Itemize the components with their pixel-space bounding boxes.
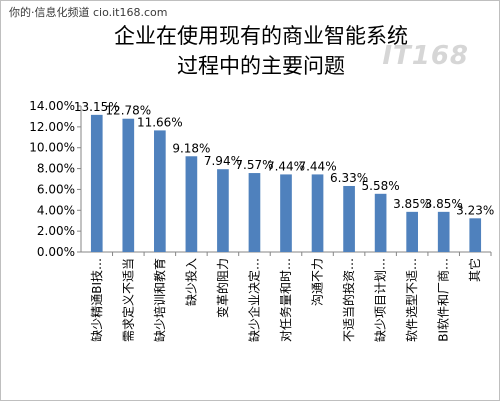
bar-5: [217, 169, 229, 252]
data-label-9: 6.33%: [330, 171, 368, 185]
chart-title-line-1: 企业在使用现有的商业智能系统: [114, 24, 408, 48]
bar-7: [280, 174, 292, 252]
chart-title: 企业在使用现有的商业智能系统 过程中的主要问题: [61, 21, 461, 81]
category-label-9: 不适当的投资…: [341, 258, 356, 342]
category-label-6: 缺少企业决定…: [246, 258, 261, 342]
bar-9: [343, 185, 355, 252]
y-tick-label: 8.00%: [37, 162, 75, 176]
category-label-8: 沟通不力: [311, 258, 325, 306]
category-label-4: 缺少投入: [183, 258, 198, 306]
y-tick-label: 2.00%: [37, 224, 75, 238]
bar-3: [154, 130, 166, 252]
bar-6: [248, 173, 261, 252]
category-label-2: 需求定义不适当: [120, 258, 135, 342]
category-label-10: 缺少项目计划…: [373, 258, 388, 342]
y-tick-label: 0.00%: [37, 245, 75, 259]
data-label-1: 13.15%: [74, 100, 120, 114]
y-tick-label: 12.00%: [29, 120, 75, 134]
data-label-13: 3.23%: [456, 203, 494, 217]
data-label-11: 3.85%: [393, 197, 431, 211]
data-label-10: 5.58%: [362, 179, 400, 193]
bar-1: [90, 114, 103, 252]
category-label-12: BI软件和厂商…: [436, 258, 451, 342]
data-label-12: 3.85%: [425, 197, 463, 211]
chart-title-line-2: 过程中的主要问题: [177, 54, 345, 78]
data-label-6: 7.57%: [235, 158, 273, 172]
bar-11: [406, 211, 418, 252]
y-tick-label: 14.00%: [29, 99, 75, 113]
bar-8: [311, 174, 324, 252]
data-label-2: 12.78%: [105, 104, 151, 118]
data-label-8: 7.44%: [298, 159, 336, 173]
data-label-3: 11.66%: [137, 115, 183, 129]
bar-10: [374, 193, 387, 252]
y-tick-label: 6.00%: [37, 182, 75, 196]
site-header-text: 你的·信息化频道 cio.it168.com: [9, 6, 168, 19]
data-label-7: 7.44%: [267, 159, 305, 173]
data-label-4: 9.18%: [172, 141, 210, 155]
category-label-11: 软件选型不适…: [405, 258, 419, 342]
category-label-7: 对任务量和时…: [278, 258, 293, 342]
y-tick-label: 10.00%: [29, 141, 75, 155]
site-watermark: IT168: [382, 41, 469, 71]
bar-4: [185, 156, 198, 252]
data-label-5: 7.94%: [204, 154, 242, 168]
y-tick-label: 4.00%: [37, 203, 75, 217]
bar-13: [469, 218, 482, 252]
category-label-1: 缺少精通BI技…: [89, 258, 104, 342]
category-label-13: 其它: [467, 258, 482, 282]
category-label-3: 缺少培训和教育: [152, 258, 167, 342]
bar-2: [122, 118, 135, 252]
bar-12: [437, 211, 450, 252]
category-label-5: 变革的阻力: [215, 258, 230, 318]
